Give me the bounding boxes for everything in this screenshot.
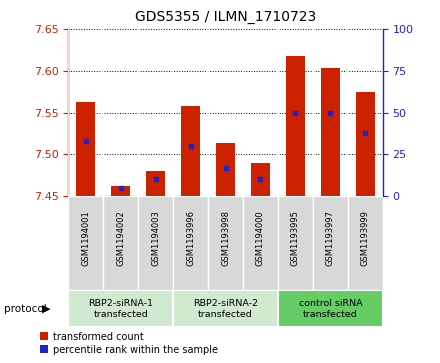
Text: GSM1194001: GSM1194001 [81,210,90,266]
Bar [68,290,173,327]
Text: GSM1193999: GSM1193999 [361,210,370,266]
Bar [321,68,340,196]
Bar [173,196,208,290]
Bar [138,196,173,290]
Bar [278,196,313,290]
Text: GSM1193998: GSM1193998 [221,210,230,266]
Bar [146,171,165,196]
Text: protocol: protocol [4,303,47,314]
Text: RBP2-siRNA-1
transfected: RBP2-siRNA-1 transfected [88,298,153,319]
Bar [251,163,270,196]
Bar [76,102,95,196]
Bar [103,196,138,290]
Text: control siRNA
transfected: control siRNA transfected [299,298,362,319]
Bar [208,196,243,290]
Bar [216,143,235,196]
Text: RBP2-siRNA-2
transfected: RBP2-siRNA-2 transfected [193,298,258,319]
Text: GSM1194003: GSM1194003 [151,210,160,266]
Bar [313,196,348,290]
Bar [181,106,200,196]
Bar [356,91,375,196]
Legend: transformed count, percentile rank within the sample: transformed count, percentile rank withi… [40,331,218,355]
Bar [173,290,278,327]
Bar [111,186,130,196]
Text: ▶: ▶ [42,303,51,314]
Bar [243,196,278,290]
Bar [348,196,383,290]
Text: GSM1194000: GSM1194000 [256,210,265,266]
Text: GSM1193995: GSM1193995 [291,210,300,266]
Text: GSM1194002: GSM1194002 [116,210,125,266]
Bar [286,56,305,196]
Bar [278,290,383,327]
Title: GDS5355 / ILMN_1710723: GDS5355 / ILMN_1710723 [135,10,316,24]
Text: GSM1193996: GSM1193996 [186,210,195,266]
Bar [68,196,103,290]
Text: GSM1193997: GSM1193997 [326,210,335,266]
